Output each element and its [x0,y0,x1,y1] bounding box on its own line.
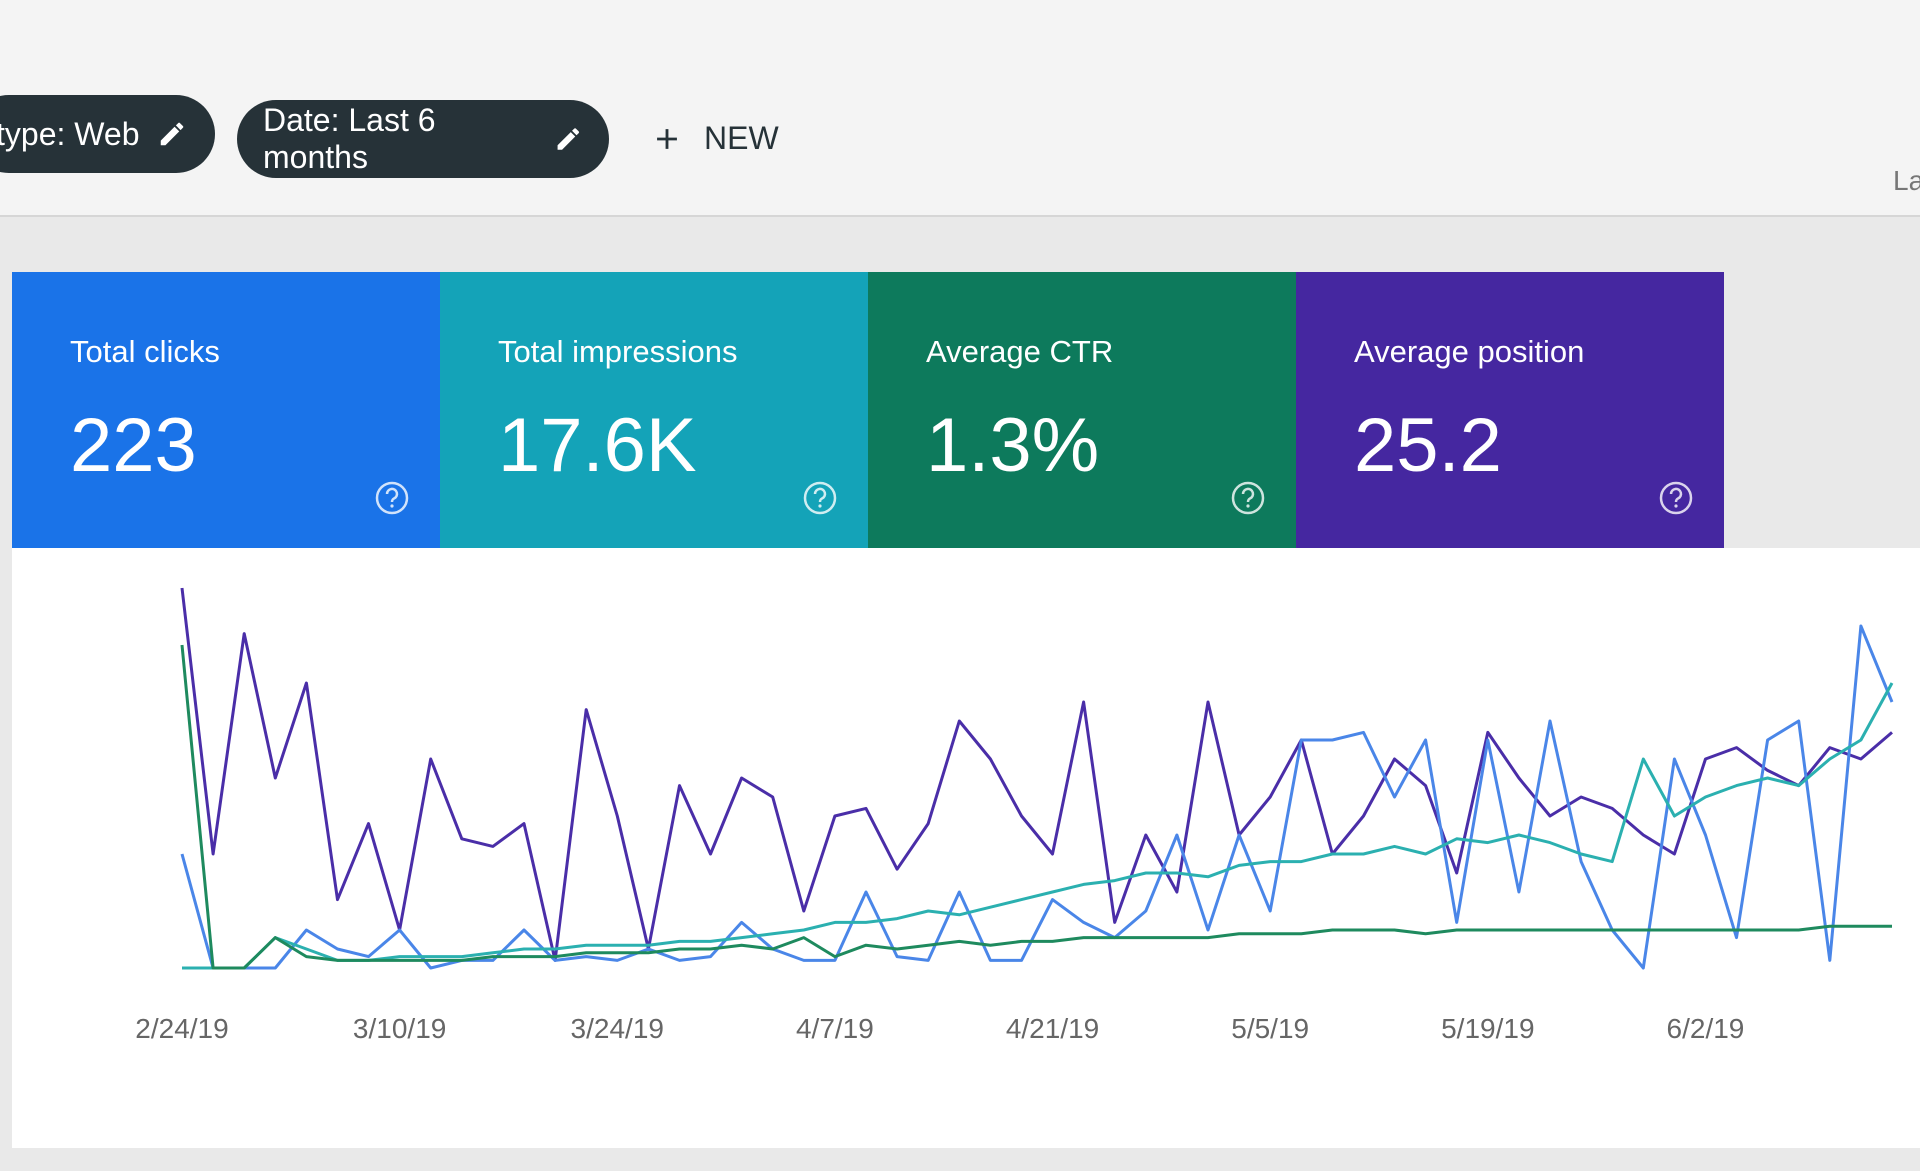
chart-panel: 2/24/19 3/10/19 3/24/19 4/7/19 4/21/19 5/5/19… [12,548,1920,1148]
x-tick-label: 5/5/19 [1231,1013,1309,1044]
x-tick-label: 2/24/19 [135,1013,228,1044]
metric-title: Average CTR [926,334,1114,369]
metric-title: Average position [1354,334,1585,369]
chart: 2/24/19 3/10/19 3/24/19 4/7/19 4/21/19 5/5/19… [135,587,1894,1044]
x-tick-label: 4/21/19 [1006,1013,1099,1044]
help-icon[interactable] [374,480,410,516]
chip-label: Date: Last 6 months [263,102,436,175]
series-line [182,682,1894,970]
series-line [180,644,1892,970]
filter-chip[interactable]: Date: Last 6 months [237,100,609,178]
chip-label: type: Web [0,115,140,152]
toolbar: type: Web Date: Last 6 months NEW La [0,0,1920,217]
x-tick-label: 3/10/19 [353,1013,446,1044]
edit-icon [161,122,184,146]
metric-value: 25.2 [1354,403,1502,488]
metric-title: Total impressions [498,334,738,369]
truncated-text: La [1893,165,1920,196]
metric-cards: Total clicks 223 Total impressions 17.6K Ave… [12,272,1724,548]
help-icon[interactable] [802,480,838,516]
x-tick-label: 4/7/19 [796,1013,874,1044]
new-label: NEW [704,120,779,156]
x-tick-label: 3/24/19 [571,1013,664,1044]
metric-value: 17.6K [498,403,697,488]
series-line [180,624,1894,970]
edit-icon [557,128,580,150]
series-line [180,587,1893,962]
x-tick-label: 6/2/19 [1667,1013,1745,1044]
metric-card[interactable]: Total clicks 223 [12,272,440,548]
metric-value: 1.3% [926,403,1100,488]
metric-title: Total clicks [70,334,220,369]
metric-card[interactable]: Total impressions 17.6K [440,272,868,548]
help-icon[interactable] [1230,480,1266,516]
help-icon[interactable] [1658,480,1694,516]
x-tick-label: 5/19/19 [1441,1013,1534,1044]
new-button[interactable]: NEW [650,120,779,157]
metric-card[interactable]: Average CTR 1.3% [868,272,1296,548]
plus-icon [657,128,677,149]
metric-card[interactable]: Average position 25.2 [1296,272,1724,548]
filter-chip[interactable]: type: Web [0,95,215,173]
metric-value: 223 [70,403,197,488]
